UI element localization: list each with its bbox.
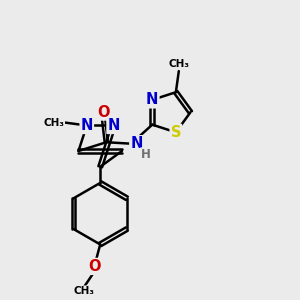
Text: CH₃: CH₃	[74, 286, 94, 296]
Text: N: N	[130, 136, 143, 151]
Text: O: O	[88, 259, 100, 274]
Text: N: N	[107, 118, 120, 133]
Text: O: O	[97, 105, 110, 120]
Text: CH₃: CH₃	[168, 59, 189, 69]
Text: N: N	[81, 118, 93, 133]
Text: S: S	[171, 125, 181, 140]
Text: CH₃: CH₃	[43, 118, 64, 128]
Text: H: H	[141, 148, 151, 161]
Text: N: N	[146, 92, 158, 107]
